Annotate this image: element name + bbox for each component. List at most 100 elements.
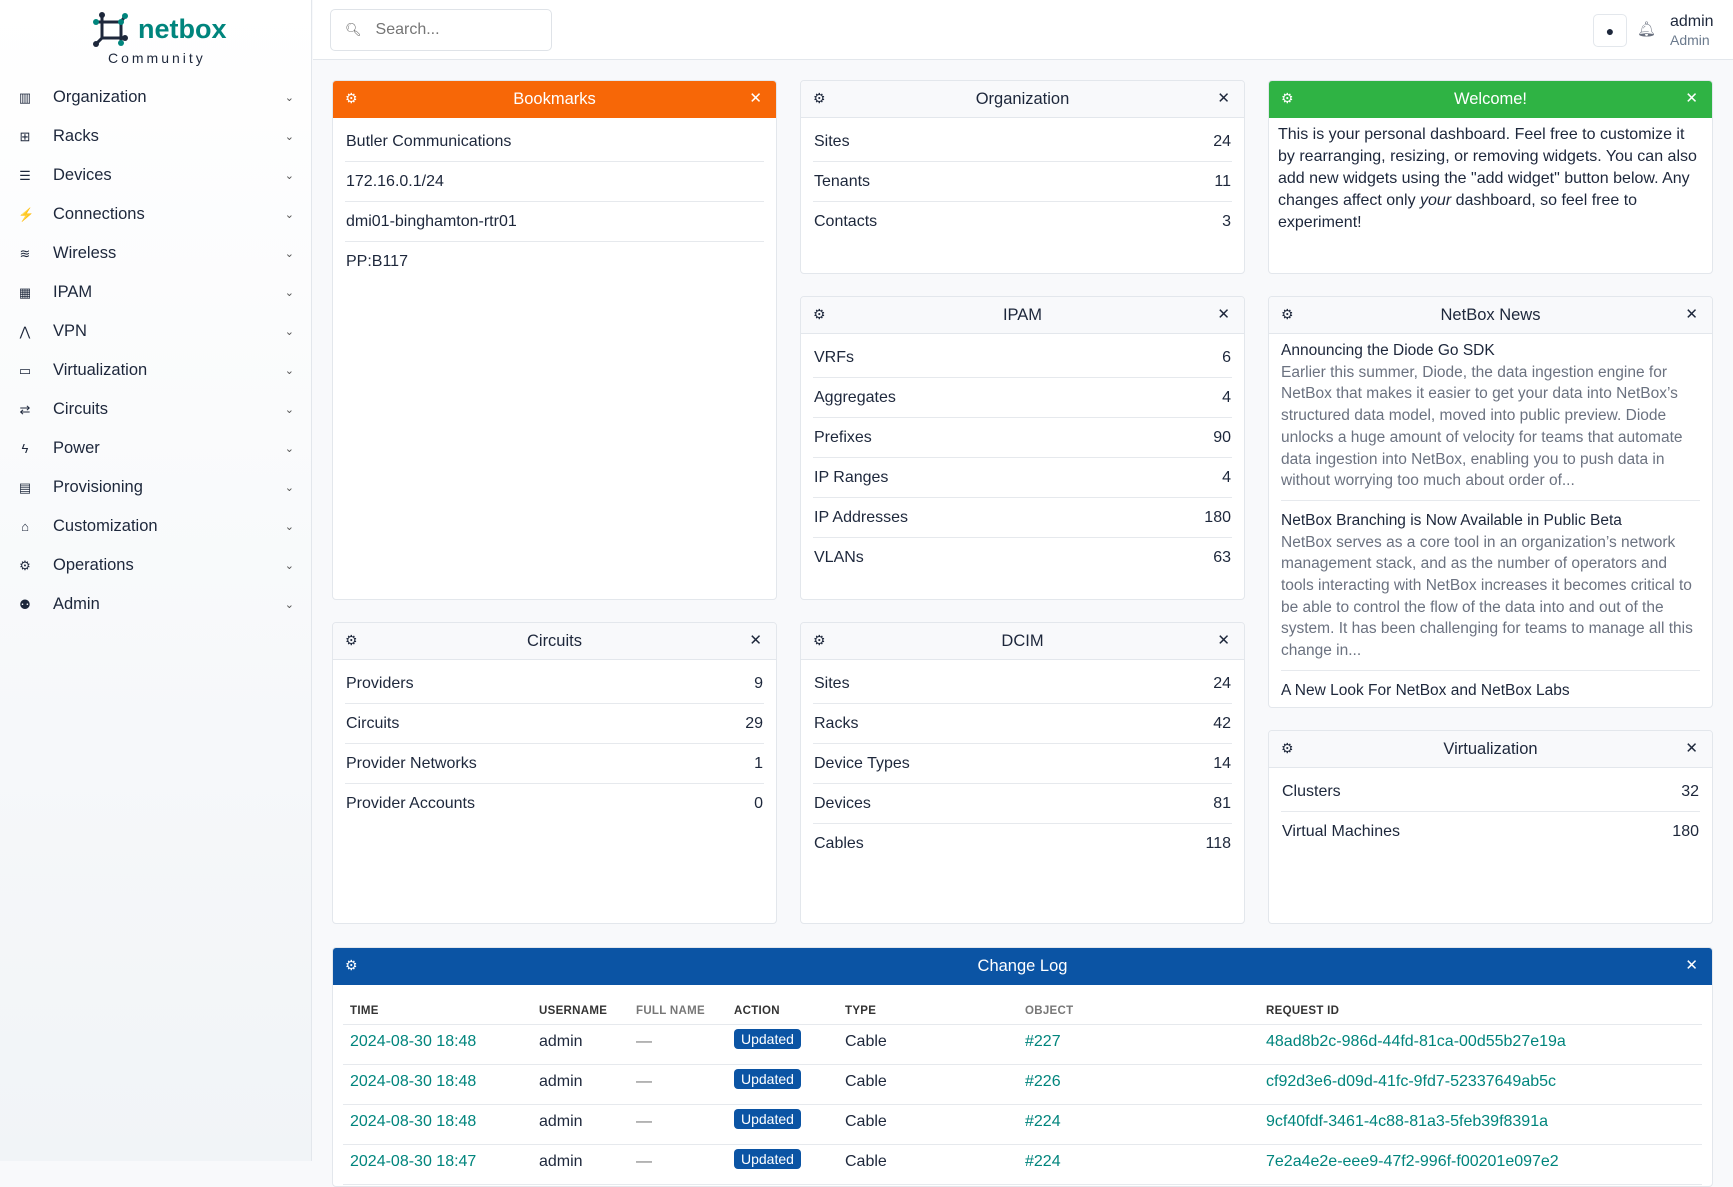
sidebar-item-virtualization[interactable]: ▭ Virtualization ⌄ [0, 351, 312, 390]
ipam-row[interactable]: Aggregates 4 [813, 378, 1232, 418]
time-cell[interactable]: 2024-08-30 18:48 [350, 1033, 477, 1050]
close-icon[interactable]: ✕ [1217, 90, 1230, 107]
organization-row[interactable]: Tenants 11 [813, 162, 1232, 202]
dcim-row-label-link[interactable]: Sites [814, 674, 850, 692]
object-cell[interactable]: #224 [1025, 1113, 1061, 1130]
circuits-row-label-link[interactable]: Providers [346, 674, 414, 692]
ipam-row[interactable]: IP Ranges 4 [813, 458, 1232, 498]
gear-icon[interactable]: ⚙ [813, 306, 826, 322]
ipam-row-label-link[interactable]: VRFs [814, 348, 854, 366]
close-icon[interactable]: ✕ [1217, 632, 1230, 649]
request-id-cell[interactable]: 9cf40fdf-3461-4c88-81a3-5feb39f8391a [1266, 1113, 1548, 1130]
object-cell[interactable]: #227 [1025, 1033, 1061, 1050]
sidebar-item-ipam[interactable]: ▦ IPAM ⌄ [0, 273, 312, 312]
ipam-row[interactable]: VRFs 6 [813, 338, 1232, 378]
ipam-row-label-link[interactable]: Prefixes [814, 428, 872, 446]
news-item-title[interactable]: NetBox Branching is Now Available in Pub… [1281, 511, 1622, 529]
circuits-row-label-link[interactable]: Circuits [346, 714, 400, 732]
request-id-cell[interactable]: 7e2a4e2e-eee9-47f2-996f-f00201e097e2 [1266, 1153, 1559, 1170]
chevron-down-icon[interactable]: ⌄ [284, 131, 294, 143]
ipam-row-label-link[interactable]: IP Addresses [814, 508, 908, 526]
sidebar-item-racks[interactable]: ⊞ Racks ⌄ [0, 117, 312, 156]
bookmark-link[interactable]: 172.16.0.1/24 [346, 172, 444, 190]
dcim-row-label-link[interactable]: Device Types [814, 754, 910, 772]
circuits-row-label-link[interactable]: Provider Networks [346, 754, 477, 772]
sidebar-item-devices[interactable]: ☰ Devices ⌄ [0, 156, 312, 195]
request-id-cell[interactable]: cf92d3e6-d09d-41fc-9fd7-52337649ab5c [1266, 1073, 1557, 1090]
chevron-down-icon[interactable]: ⌄ [284, 326, 294, 338]
dcim-row[interactable]: Racks 42 [813, 704, 1232, 744]
search-input[interactable] [375, 21, 536, 39]
dcim-row[interactable]: Sites 24 [813, 664, 1232, 704]
column-header-time[interactable]: TIME [350, 1005, 379, 1017]
chevron-down-icon[interactable]: ⌄ [284, 209, 294, 221]
bookmark-item[interactable]: dmi01-binghamton-rtr01 [345, 202, 764, 242]
chevron-down-icon[interactable]: ⌄ [284, 560, 294, 572]
bookmark-link[interactable]: Butler Communications [346, 132, 512, 150]
gear-icon[interactable]: ⚙ [813, 632, 826, 648]
ipam-row[interactable]: IP Addresses 180 [813, 498, 1232, 538]
close-icon[interactable]: ✕ [1685, 90, 1698, 107]
netbox-logo[interactable]: netbox Community [92, 12, 227, 68]
dcim-row[interactable]: Cables 118 [813, 824, 1232, 864]
circuits-row[interactable]: Circuits 29 [345, 704, 764, 744]
sidebar-item-organization[interactable]: ▥ Organization ⌄ [0, 78, 312, 117]
chevron-down-icon[interactable]: ⌄ [284, 287, 294, 299]
column-header-action[interactable]: ACTION [734, 1005, 780, 1017]
time-cell[interactable]: 2024-08-30 18:48 [350, 1113, 477, 1130]
object-cell[interactable]: #224 [1025, 1153, 1061, 1170]
ipam-row-label-link[interactable]: IP Ranges [814, 468, 889, 486]
chevron-down-icon[interactable]: ⌄ [284, 404, 294, 416]
chevron-down-icon[interactable]: ⌄ [284, 599, 294, 611]
circuits-row[interactable]: Provider Networks 1 [345, 744, 764, 784]
news-item[interactable]: NetBox Branching is Now Available in Pub… [1281, 510, 1700, 671]
organization-row-label-link[interactable]: Tenants [814, 172, 871, 190]
sidebar-item-operations[interactable]: ⚙ Operations ⌄ [0, 546, 312, 585]
circuits-row[interactable]: Provider Accounts 0 [345, 784, 764, 824]
circuits-row[interactable]: Providers 9 [345, 664, 764, 704]
chevron-down-icon[interactable]: ⌄ [284, 365, 294, 377]
time-cell[interactable]: 2024-08-30 18:48 [350, 1073, 477, 1090]
request-id-cell[interactable]: 48ad8b2c-986d-44fd-81ca-00d55b27e19a [1266, 1033, 1566, 1050]
gear-icon[interactable]: ⚙ [1281, 306, 1294, 322]
sidebar-item-connections[interactable]: ⚡ Connections ⌄ [0, 195, 312, 234]
close-icon[interactable]: ✕ [1685, 740, 1698, 757]
ipam-row[interactable]: VLANs 63 [813, 538, 1232, 578]
column-header-username[interactable]: USERNAME [539, 1005, 608, 1017]
organization-row-label-link[interactable]: Sites [814, 132, 850, 150]
time-cell[interactable]: 2024-08-30 18:47 [350, 1153, 477, 1170]
chevron-down-icon[interactable]: ⌄ [284, 170, 294, 182]
gear-icon[interactable]: ⚙ [345, 90, 358, 106]
chevron-down-icon[interactable]: ⌄ [284, 521, 294, 533]
bookmark-link[interactable]: dmi01-binghamton-rtr01 [346, 212, 517, 230]
sidebar-item-power[interactable]: ϟ Power ⌄ [0, 429, 312, 468]
close-icon[interactable]: ✕ [749, 90, 762, 107]
close-icon[interactable]: ✕ [1217, 306, 1230, 323]
column-header-object[interactable]: OBJECT [1025, 1005, 1074, 1017]
chevron-down-icon[interactable]: ⌄ [284, 482, 294, 494]
gear-icon[interactable]: ⚙ [345, 957, 358, 973]
bookmark-item[interactable]: Butler Communications [345, 122, 764, 162]
close-icon[interactable]: ✕ [1685, 306, 1698, 323]
chevron-down-icon[interactable]: ⌄ [284, 248, 294, 260]
organization-row-label-link[interactable]: Contacts [814, 213, 878, 230]
object-cell[interactable]: #226 [1025, 1073, 1061, 1090]
news-item[interactable]: Announcing the Diode Go SDK Earlier this … [1281, 340, 1700, 501]
virtualization-row-label-link[interactable]: Clusters [1282, 782, 1341, 800]
bookmark-link[interactable]: PP:B117 [346, 253, 408, 270]
dcim-row[interactable]: Device Types 14 [813, 744, 1232, 784]
gear-icon[interactable]: ⚙ [1281, 90, 1294, 106]
close-icon[interactable]: ✕ [749, 632, 762, 649]
search-box[interactable]: 🔍︎ [330, 9, 552, 51]
gear-icon[interactable]: ⚙ [345, 632, 358, 648]
news-item[interactable]: A New Look For NetBox and NetBox Labs [1281, 680, 1700, 707]
column-header-type[interactable]: TYPE [845, 1005, 877, 1017]
virtualization-row[interactable]: Virtual Machines 180 [1281, 812, 1700, 852]
organization-row[interactable]: Sites 24 [813, 122, 1232, 162]
virtualization-row[interactable]: Clusters 32 [1281, 772, 1700, 812]
ipam-row[interactable]: Prefixes 90 [813, 418, 1232, 458]
ipam-row-label-link[interactable]: VLANs [814, 549, 864, 566]
bookmark-item[interactable]: PP:B117 [345, 242, 764, 282]
virtualization-row-label-link[interactable]: Virtual Machines [1282, 823, 1400, 840]
sidebar-item-customization[interactable]: ⌂ Customization ⌄ [0, 507, 312, 546]
